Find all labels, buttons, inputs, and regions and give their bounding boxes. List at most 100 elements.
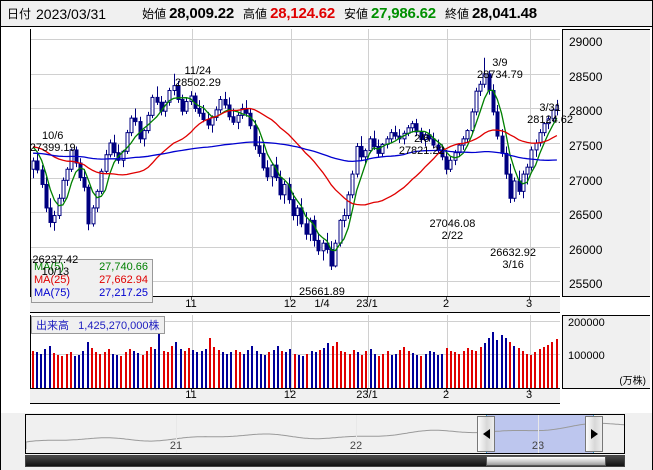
- open-value: 28,009.22: [169, 5, 235, 22]
- volume-bar: [108, 348, 111, 388]
- moving-average-legend: MA(5) 27,740.66 MA(25) 27,662.94 MA(75) 27,21…: [31, 259, 153, 303]
- volume-bar: [239, 352, 242, 388]
- scrollbar-thumb[interactable]: [486, 456, 606, 466]
- volume-bar: [433, 352, 436, 388]
- price-annotation: 2/6 27821.22: [399, 133, 445, 157]
- ma-legend-row: MA(75) 27,217.25: [34, 287, 148, 300]
- annotation-line-1: 3/9: [492, 56, 508, 69]
- navigator-year-tick: [538, 415, 539, 453]
- volume-bar: [230, 351, 233, 388]
- volume-bar: [53, 353, 56, 388]
- annotation-line-1: 2/6: [414, 132, 430, 145]
- volume-date-label: 2: [442, 389, 450, 401]
- volume-bar: [120, 356, 123, 388]
- price-annotation: 11/24 28502.29: [175, 65, 221, 89]
- volume-axis: (万株) 200000 100000: [562, 315, 650, 389]
- volume-bar: [556, 338, 559, 388]
- volume-unit-label: (万株): [619, 376, 646, 387]
- volume-bar: [268, 352, 271, 388]
- ma-legend-name: MA(75): [34, 287, 71, 299]
- volume-vertical-gridline: [291, 315, 292, 388]
- annotation-line-2: 2/22: [441, 229, 464, 242]
- volume-bar: [154, 348, 157, 388]
- volume-bar: [116, 354, 119, 388]
- ohlc-values: 始値 28,009.22 高値 28,124.62 安値 27,986.62 終…: [142, 5, 546, 22]
- volume-date-tick: [191, 389, 192, 392]
- volume-bar: [416, 354, 419, 388]
- volume-bar: [95, 352, 98, 388]
- volume-bar: [218, 349, 221, 388]
- volume-date-label: 3: [525, 389, 533, 401]
- volume-bar: [57, 354, 60, 388]
- navigator-left-handle[interactable]: [477, 416, 495, 452]
- volume-bar: [458, 353, 461, 388]
- volume-bar: [534, 351, 537, 388]
- ma-25-line: [32, 107, 558, 206]
- annotation-line-1: 3/31: [539, 102, 561, 115]
- price-vertical-gridline: [368, 29, 369, 296]
- price-chart-panel: 29000 28500 28000 27500 27000 26500 26000 25500…: [1, 27, 652, 315]
- volume-bar: [281, 350, 284, 388]
- volume-bar: [256, 350, 259, 388]
- volume-bar: [209, 337, 212, 388]
- ma-legend-row: MA(5) 27,740.66: [34, 261, 148, 274]
- price-annotation: 3/9 28734.79: [477, 57, 523, 81]
- volume-bar: [446, 348, 449, 388]
- price-annotation: 25661.89 1/4: [299, 286, 345, 310]
- navigator-right-handle[interactable]: [585, 416, 603, 452]
- price-axis-tick: 28000: [569, 104, 603, 119]
- price-axis-tick: 27000: [569, 173, 603, 188]
- date-tick-mark: [529, 297, 530, 300]
- navigator-year-tick: [356, 415, 357, 453]
- volume-bar: [522, 350, 525, 388]
- volume-bar: [87, 342, 90, 388]
- annotation-line-1: 25661.89: [299, 285, 345, 298]
- volume-plot-area[interactable]: [30, 315, 560, 389]
- volume-panel: 出来高 1,425,270,000株 (万株) 200000 100000 11 1…: [1, 315, 652, 407]
- volume-bar: [142, 354, 145, 388]
- navigator-overview-plot[interactable]: 212223: [25, 414, 625, 454]
- annotation-line-2: 3/16: [502, 259, 524, 272]
- candlestick-plot-area[interactable]: [30, 29, 560, 297]
- price-gridline: [31, 108, 560, 110]
- volume-bar: [336, 341, 339, 388]
- volume-bar: [226, 353, 229, 388]
- left-arrow-icon: [482, 429, 490, 439]
- volume-bar: [518, 348, 521, 388]
- price-annotation: 27046.08 2/22: [429, 218, 475, 242]
- volume-bar: [530, 354, 533, 388]
- volume-date-label: 11: [185, 389, 197, 401]
- volume-bar: [167, 352, 170, 388]
- volume-bar: [112, 353, 115, 388]
- price-gridline: [31, 177, 560, 179]
- navigator-selection-window[interactable]: [486, 415, 594, 453]
- volume-bar: [264, 354, 267, 388]
- volume-bar: [196, 352, 199, 388]
- price-axis: 29000 28500 28000 27500 27000 26500 26000 25500: [562, 29, 650, 297]
- date-axis-label: 2: [442, 298, 450, 310]
- volume-bar: [437, 354, 440, 388]
- volume-bar: [205, 348, 208, 388]
- volume-date-tick: [367, 389, 368, 392]
- price-axis-tick: 27500: [569, 139, 603, 153]
- volume-title-value: 1,425,270,000株: [78, 320, 160, 332]
- volume-bar: [213, 346, 216, 388]
- volume-title: 出来高 1,425,270,000株: [31, 316, 165, 334]
- volume-bar: [201, 350, 204, 388]
- volume-bar: [306, 353, 309, 388]
- annotation-line-2: 1/4: [314, 297, 330, 310]
- price-gridline: [31, 281, 560, 283]
- volume-bar: [294, 353, 297, 388]
- ma-5-line: [32, 89, 558, 252]
- volume-date-label: 23/1: [356, 389, 378, 401]
- volume-bar: [420, 356, 423, 388]
- volume-bar: [543, 346, 546, 388]
- annotation-line-2: 27821.22: [398, 144, 445, 157]
- date-axis-label: 3: [525, 298, 533, 310]
- ma-75-line: [33, 141, 557, 163]
- ma-legend-name: MA(5): [34, 261, 64, 273]
- volume-bar: [539, 348, 542, 388]
- price-gridline: [31, 73, 560, 75]
- volume-bar: [70, 351, 73, 388]
- horizontal-scrollbar[interactable]: [25, 455, 625, 467]
